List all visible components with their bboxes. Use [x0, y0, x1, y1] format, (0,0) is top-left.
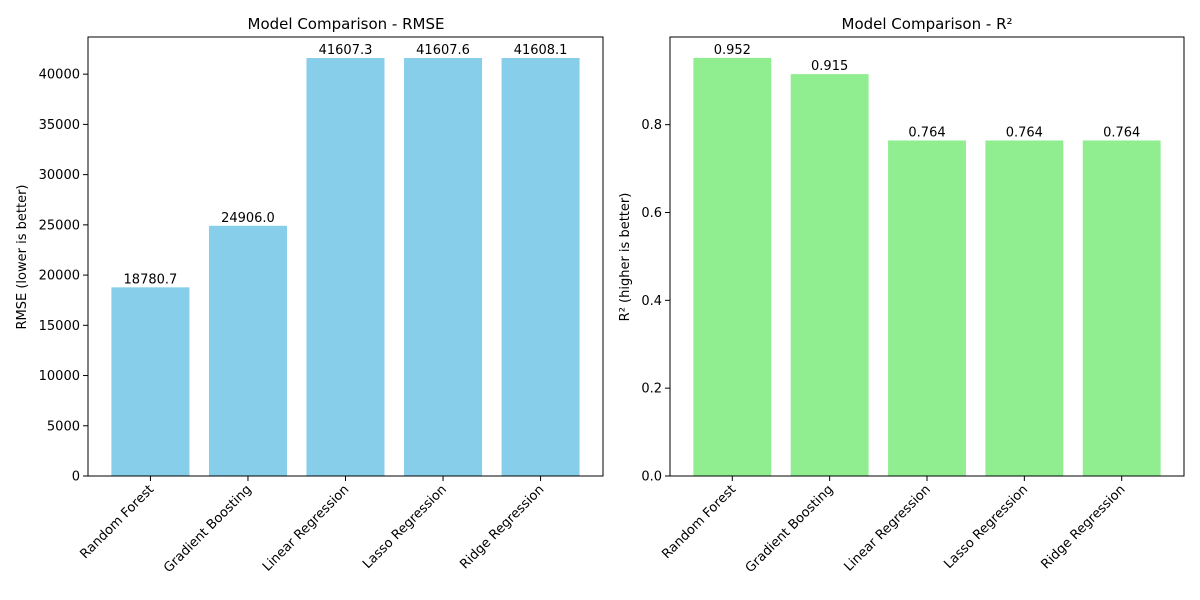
bar-3	[985, 140, 1064, 476]
y-tick-group: 0.0 0.2 0.4 0.6 0.8	[641, 118, 670, 485]
data-label-group: 18780.7 24906.0 41607.3 41607.6 41608.1	[124, 43, 568, 287]
y-tick-label: 15000	[39, 319, 80, 334]
y-tick-label: 0.6	[641, 206, 662, 221]
data-label: 24906.0	[221, 211, 275, 226]
chart-title: Model Comparison - R²	[842, 15, 1013, 33]
data-label: 41608.1	[514, 43, 568, 58]
y-axis-label: R² (higher is better)	[618, 193, 633, 322]
y-tick-label: 0	[72, 470, 80, 485]
data-label: 41607.3	[319, 43, 373, 58]
y-tick-label: 25000	[39, 218, 80, 233]
bar-2	[306, 58, 385, 477]
bar-4	[501, 58, 580, 476]
y-tick-label: 0.8	[641, 118, 662, 133]
y-tick-label: 0.4	[641, 294, 662, 309]
bar-group	[693, 57, 1161, 477]
y-tick-group: 0 5000 10000 15000 20000 25000 30000 35000 40000	[39, 68, 88, 485]
y-tick-label: 10000	[39, 369, 80, 384]
y-tick-label: 5000	[47, 419, 80, 434]
y-tick-label: 35000	[39, 118, 80, 133]
data-label: 18780.7	[124, 272, 178, 287]
data-label: 0.915	[811, 59, 848, 74]
data-label: 0.764	[1103, 125, 1140, 140]
y-tick-label: 0.2	[641, 382, 662, 397]
y-tick-label: 40000	[39, 68, 80, 83]
bar-2	[888, 140, 966, 476]
data-label: 0.764	[908, 125, 945, 140]
y-axis-label: RMSE (lower is better)	[15, 185, 30, 330]
bar-3	[404, 58, 483, 477]
data-label-group: 0.952 0.915 0.764 0.764 0.764	[714, 43, 1141, 141]
data-label: 0.764	[1006, 125, 1043, 140]
bar-1	[208, 225, 287, 476]
data-label: 41607.6	[416, 43, 470, 58]
bar-0	[693, 57, 772, 477]
bar-4	[1082, 140, 1161, 476]
y-tick-label: 30000	[39, 168, 80, 183]
bar-group	[111, 58, 580, 477]
chart-title: Model Comparison - RMSE	[248, 15, 445, 33]
plot-frame	[669, 36, 1185, 477]
plot-frame	[87, 36, 604, 477]
y-tick-label: 0.0	[641, 470, 662, 485]
y-tick-label: 20000	[39, 269, 80, 284]
bar-0	[111, 287, 190, 476]
bar-1	[790, 74, 869, 477]
data-label: 0.952	[714, 43, 751, 58]
